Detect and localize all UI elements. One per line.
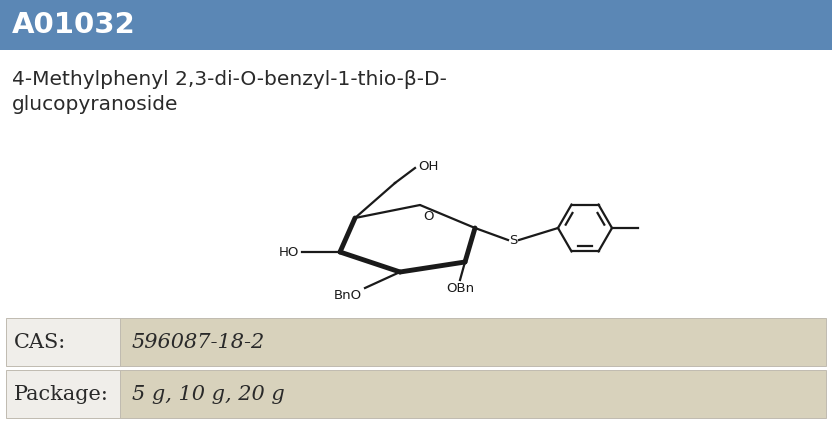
Text: A01032: A01032 bbox=[12, 11, 136, 39]
Text: O: O bbox=[423, 210, 433, 223]
FancyBboxPatch shape bbox=[6, 318, 120, 366]
Text: 4-Methylphenyl 2,3-di-O-benzyl-1-thio-β-D-: 4-Methylphenyl 2,3-di-O-benzyl-1-thio-β-… bbox=[12, 70, 447, 89]
Text: OBn: OBn bbox=[446, 282, 474, 295]
Text: OH: OH bbox=[418, 161, 438, 174]
Text: 596087-18-2: 596087-18-2 bbox=[132, 332, 265, 352]
Text: 5 g, 10 g, 20 g: 5 g, 10 g, 20 g bbox=[132, 385, 285, 404]
Text: Package:: Package: bbox=[14, 385, 109, 404]
Text: HO: HO bbox=[279, 246, 299, 259]
FancyBboxPatch shape bbox=[120, 370, 826, 418]
FancyBboxPatch shape bbox=[0, 0, 832, 50]
FancyBboxPatch shape bbox=[120, 318, 826, 366]
Text: S: S bbox=[509, 233, 518, 247]
FancyBboxPatch shape bbox=[6, 370, 120, 418]
Text: CAS:: CAS: bbox=[14, 332, 67, 352]
Text: BnO: BnO bbox=[334, 289, 362, 302]
Text: glucopyranoside: glucopyranoside bbox=[12, 95, 179, 114]
